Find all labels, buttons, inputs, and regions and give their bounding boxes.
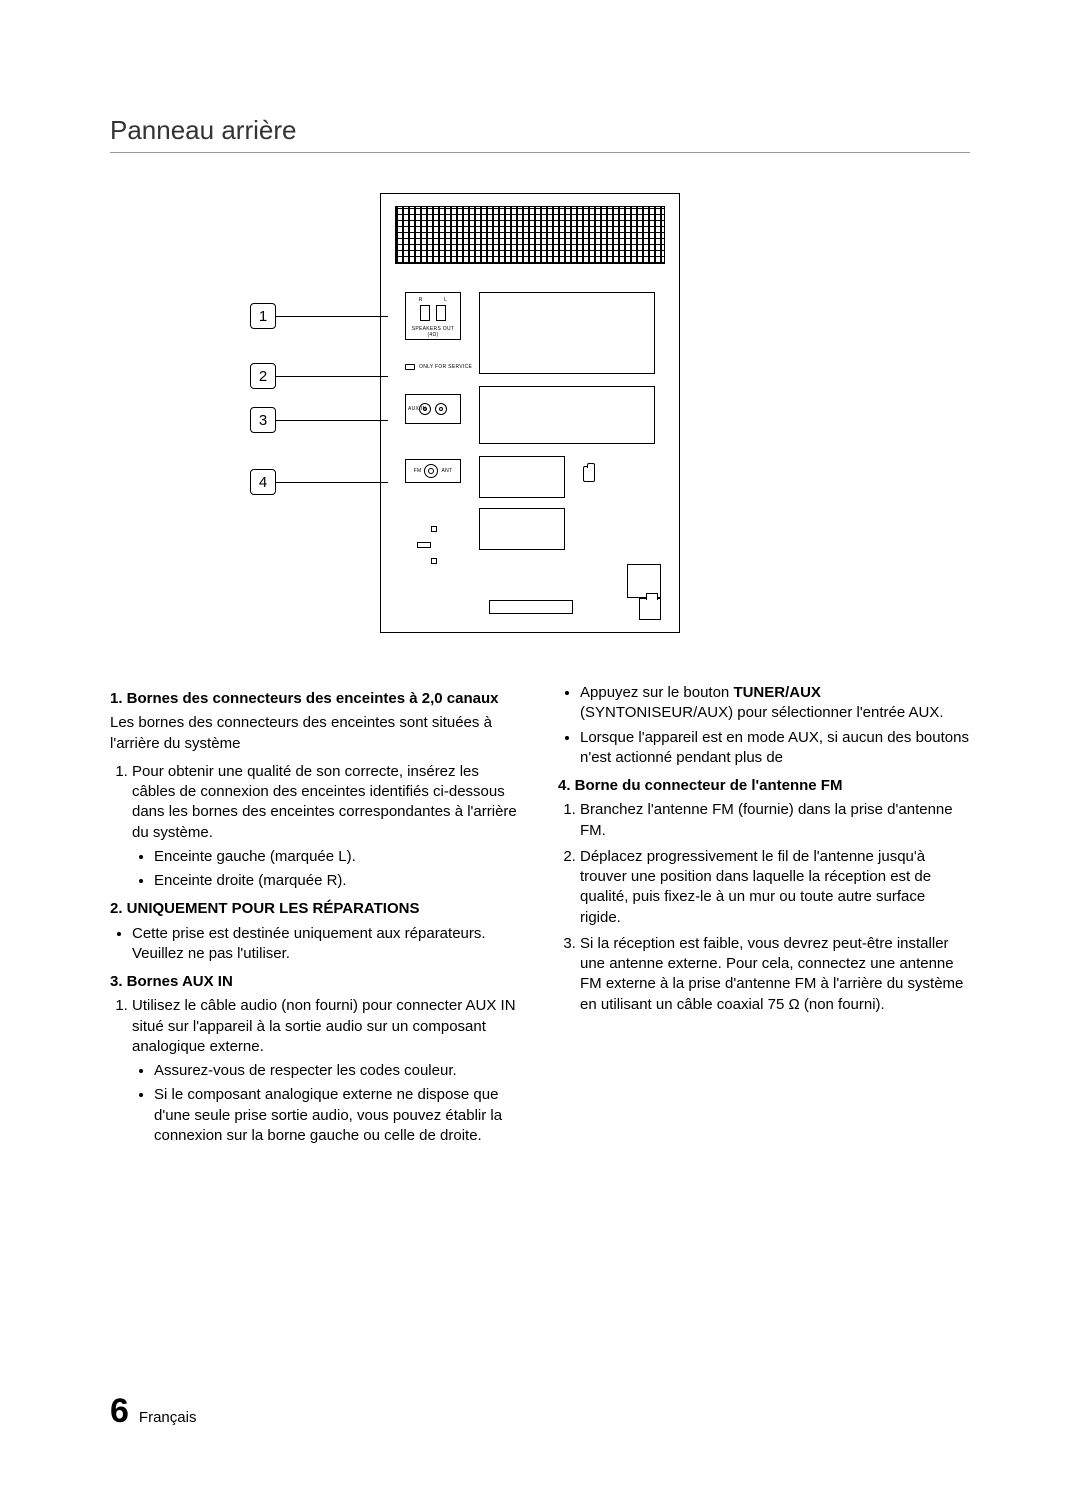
- label-r: R: [419, 297, 423, 303]
- speakers-out-label: SPEAKERS OUT (4Ω): [408, 326, 458, 338]
- rca-r-icon: [419, 403, 431, 415]
- list-item: Assurez-vous de respecter les codes coul…: [154, 1061, 522, 1081]
- tuner-aux-bold: TUNER/AUX: [733, 684, 821, 701]
- callout-3-line: [276, 420, 388, 421]
- callout-2-box: 2: [250, 363, 276, 389]
- small-port-2-icon: [417, 542, 431, 548]
- text-columns: 1. Bornes des connecteurs des enceintes …: [110, 683, 970, 1154]
- heading-3: 3. Bornes AUX IN: [110, 972, 522, 992]
- blank-plate-2: [479, 386, 655, 444]
- callout-4-box: 4: [250, 469, 276, 495]
- heading-2: 2. UNIQUEMENT POUR LES RÉPARATIONS: [110, 899, 522, 919]
- sublist-3: Assurez-vous de respecter les codes coul…: [132, 1061, 522, 1146]
- fm-label: FM: [414, 468, 422, 474]
- power-inlet-icon: [583, 466, 595, 482]
- list-item-text: Pour obtenir une qualité de son correcte…: [132, 763, 517, 841]
- callout-4: 4: [250, 469, 388, 495]
- sublist-1: Enceinte gauche (marquée L). Enceinte dr…: [132, 847, 522, 892]
- rear-panel-diagram: 1 2 3 4 R L: [110, 193, 970, 653]
- rca-l-icon: [435, 403, 447, 415]
- blank-plate-3: [479, 456, 565, 498]
- page-title: Panneau arrière: [110, 115, 970, 153]
- list-item: Lorsque l'appareil est en mode AUX, si a…: [580, 728, 970, 769]
- para-1: Les bornes des connecteurs des enceintes…: [110, 713, 522, 754]
- list-item: Si la réception est faible, vous devrez …: [580, 934, 970, 1015]
- coax-jack-icon: [424, 464, 438, 478]
- manual-page: Panneau arrière 1 2 3 4: [0, 0, 1080, 1491]
- vent-grille: [395, 206, 665, 264]
- page-language: Français: [139, 1409, 197, 1426]
- callout-3-box: 3: [250, 407, 276, 433]
- list-item-text: Utilisez le câble audio (non fourni) pou…: [132, 997, 516, 1055]
- list-top-right: Appuyez sur le bouton TUNER/AUX (SYNTONI…: [558, 683, 970, 768]
- bottom-clip-icon: [639, 598, 661, 620]
- list-item: Enceinte gauche (marquée L).: [154, 847, 522, 867]
- list-item: Pour obtenir une qualité de son correcte…: [132, 762, 522, 892]
- list-4: Branchez l'antenne FM (fournie) dans la …: [558, 800, 970, 1015]
- speaker-out-block: R L SPEAKERS OUT (4Ω): [405, 292, 461, 340]
- list-item: Si le composant analogique externe ne di…: [154, 1085, 522, 1146]
- callout-4-line: [276, 482, 388, 483]
- page-footer: 6 Français: [110, 1392, 196, 1431]
- callout-1-line: [276, 316, 388, 317]
- list-2: Cette prise est destinée uniquement aux …: [110, 924, 522, 965]
- callout-2: 2: [250, 363, 388, 389]
- fm-ant-block: FM ANT: [405, 459, 461, 483]
- list-item: Enceinte droite (marquée R).: [154, 871, 522, 891]
- small-port-1-icon: [431, 526, 437, 532]
- heading-4: 4. Borne du connecteur de l'antenne FM: [558, 776, 970, 796]
- aux-in-block: AUX IN: [405, 394, 461, 424]
- terminal-r-icon: [420, 305, 430, 321]
- service-label: ONLY FOR SERVICE: [419, 364, 472, 370]
- list-3: Utilisez le câble audio (non fourni) pou…: [110, 996, 522, 1146]
- list-item: Branchez l'antenne FM (fournie) dans la …: [580, 800, 970, 841]
- list-item: Déplacez progressivement le fil de l'ant…: [580, 847, 970, 928]
- terminal-l-icon: [436, 305, 446, 321]
- text-run: (SYNTONISEUR/AUX) pour sélectionner l'en…: [580, 704, 944, 721]
- bottom-slot-icon: [489, 600, 573, 614]
- page-number: 6: [110, 1392, 129, 1431]
- usb-port-icon: [405, 364, 415, 370]
- list-1: Pour obtenir une qualité de son correcte…: [110, 762, 522, 892]
- label-l: L: [444, 297, 447, 303]
- callout-3: 3: [250, 407, 388, 433]
- callout-1: 1: [250, 303, 388, 329]
- service-port: ONLY FOR SERVICE: [405, 364, 472, 370]
- list-item: Cette prise est destinée uniquement aux …: [132, 924, 522, 965]
- left-column: 1. Bornes des connecteurs des enceintes …: [110, 683, 522, 1154]
- blank-plate-1: [479, 292, 655, 374]
- heading-1: 1. Bornes des connecteurs des enceintes …: [110, 689, 522, 709]
- right-column: Appuyez sur le bouton TUNER/AUX (SYNTONI…: [558, 683, 970, 1154]
- text-run: Appuyez sur le bouton: [580, 684, 733, 701]
- small-port-3-icon: [431, 558, 437, 564]
- device-panel: R L SPEAKERS OUT (4Ω) ONLY FOR SERVICE A…: [380, 193, 680, 633]
- callout-2-line: [276, 376, 388, 377]
- ant-label: ANT: [441, 468, 452, 474]
- blank-plate-4: [479, 508, 565, 550]
- callout-1-box: 1: [250, 303, 276, 329]
- list-item: Appuyez sur le bouton TUNER/AUX (SYNTONI…: [580, 683, 970, 724]
- list-item: Utilisez le câble audio (non fourni) pou…: [132, 996, 522, 1146]
